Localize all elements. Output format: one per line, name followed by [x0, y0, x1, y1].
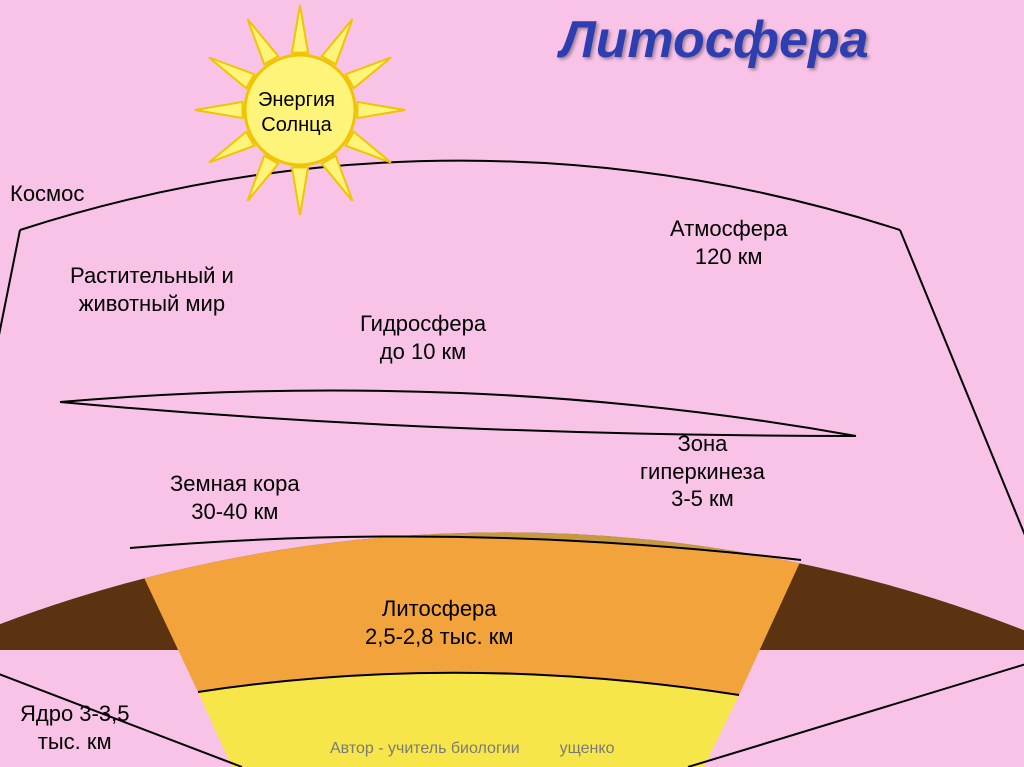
lithosphere-diagram: [0, 0, 1024, 767]
label-hydro: Гидросфера до 10 км: [360, 310, 486, 365]
label-atmosphere: Атмосфера 120 км: [670, 215, 787, 270]
label-cosmos: Космос: [10, 180, 84, 208]
label-sun: Энергия Солнца: [258, 88, 335, 138]
label-flora: Растительный и животный мир: [70, 262, 234, 317]
label-crust: Земная кора 30-40 км: [170, 470, 300, 525]
label-core: Ядро 3-3,5 тыс. км: [20, 700, 129, 755]
author-credit: Автор - учитель биологии ущенко: [330, 740, 614, 758]
label-hyper: Зона гиперкинеза 3-5 км: [640, 430, 765, 513]
label-lith: Литосфера 2,5-2,8 тыс. км: [365, 595, 513, 650]
